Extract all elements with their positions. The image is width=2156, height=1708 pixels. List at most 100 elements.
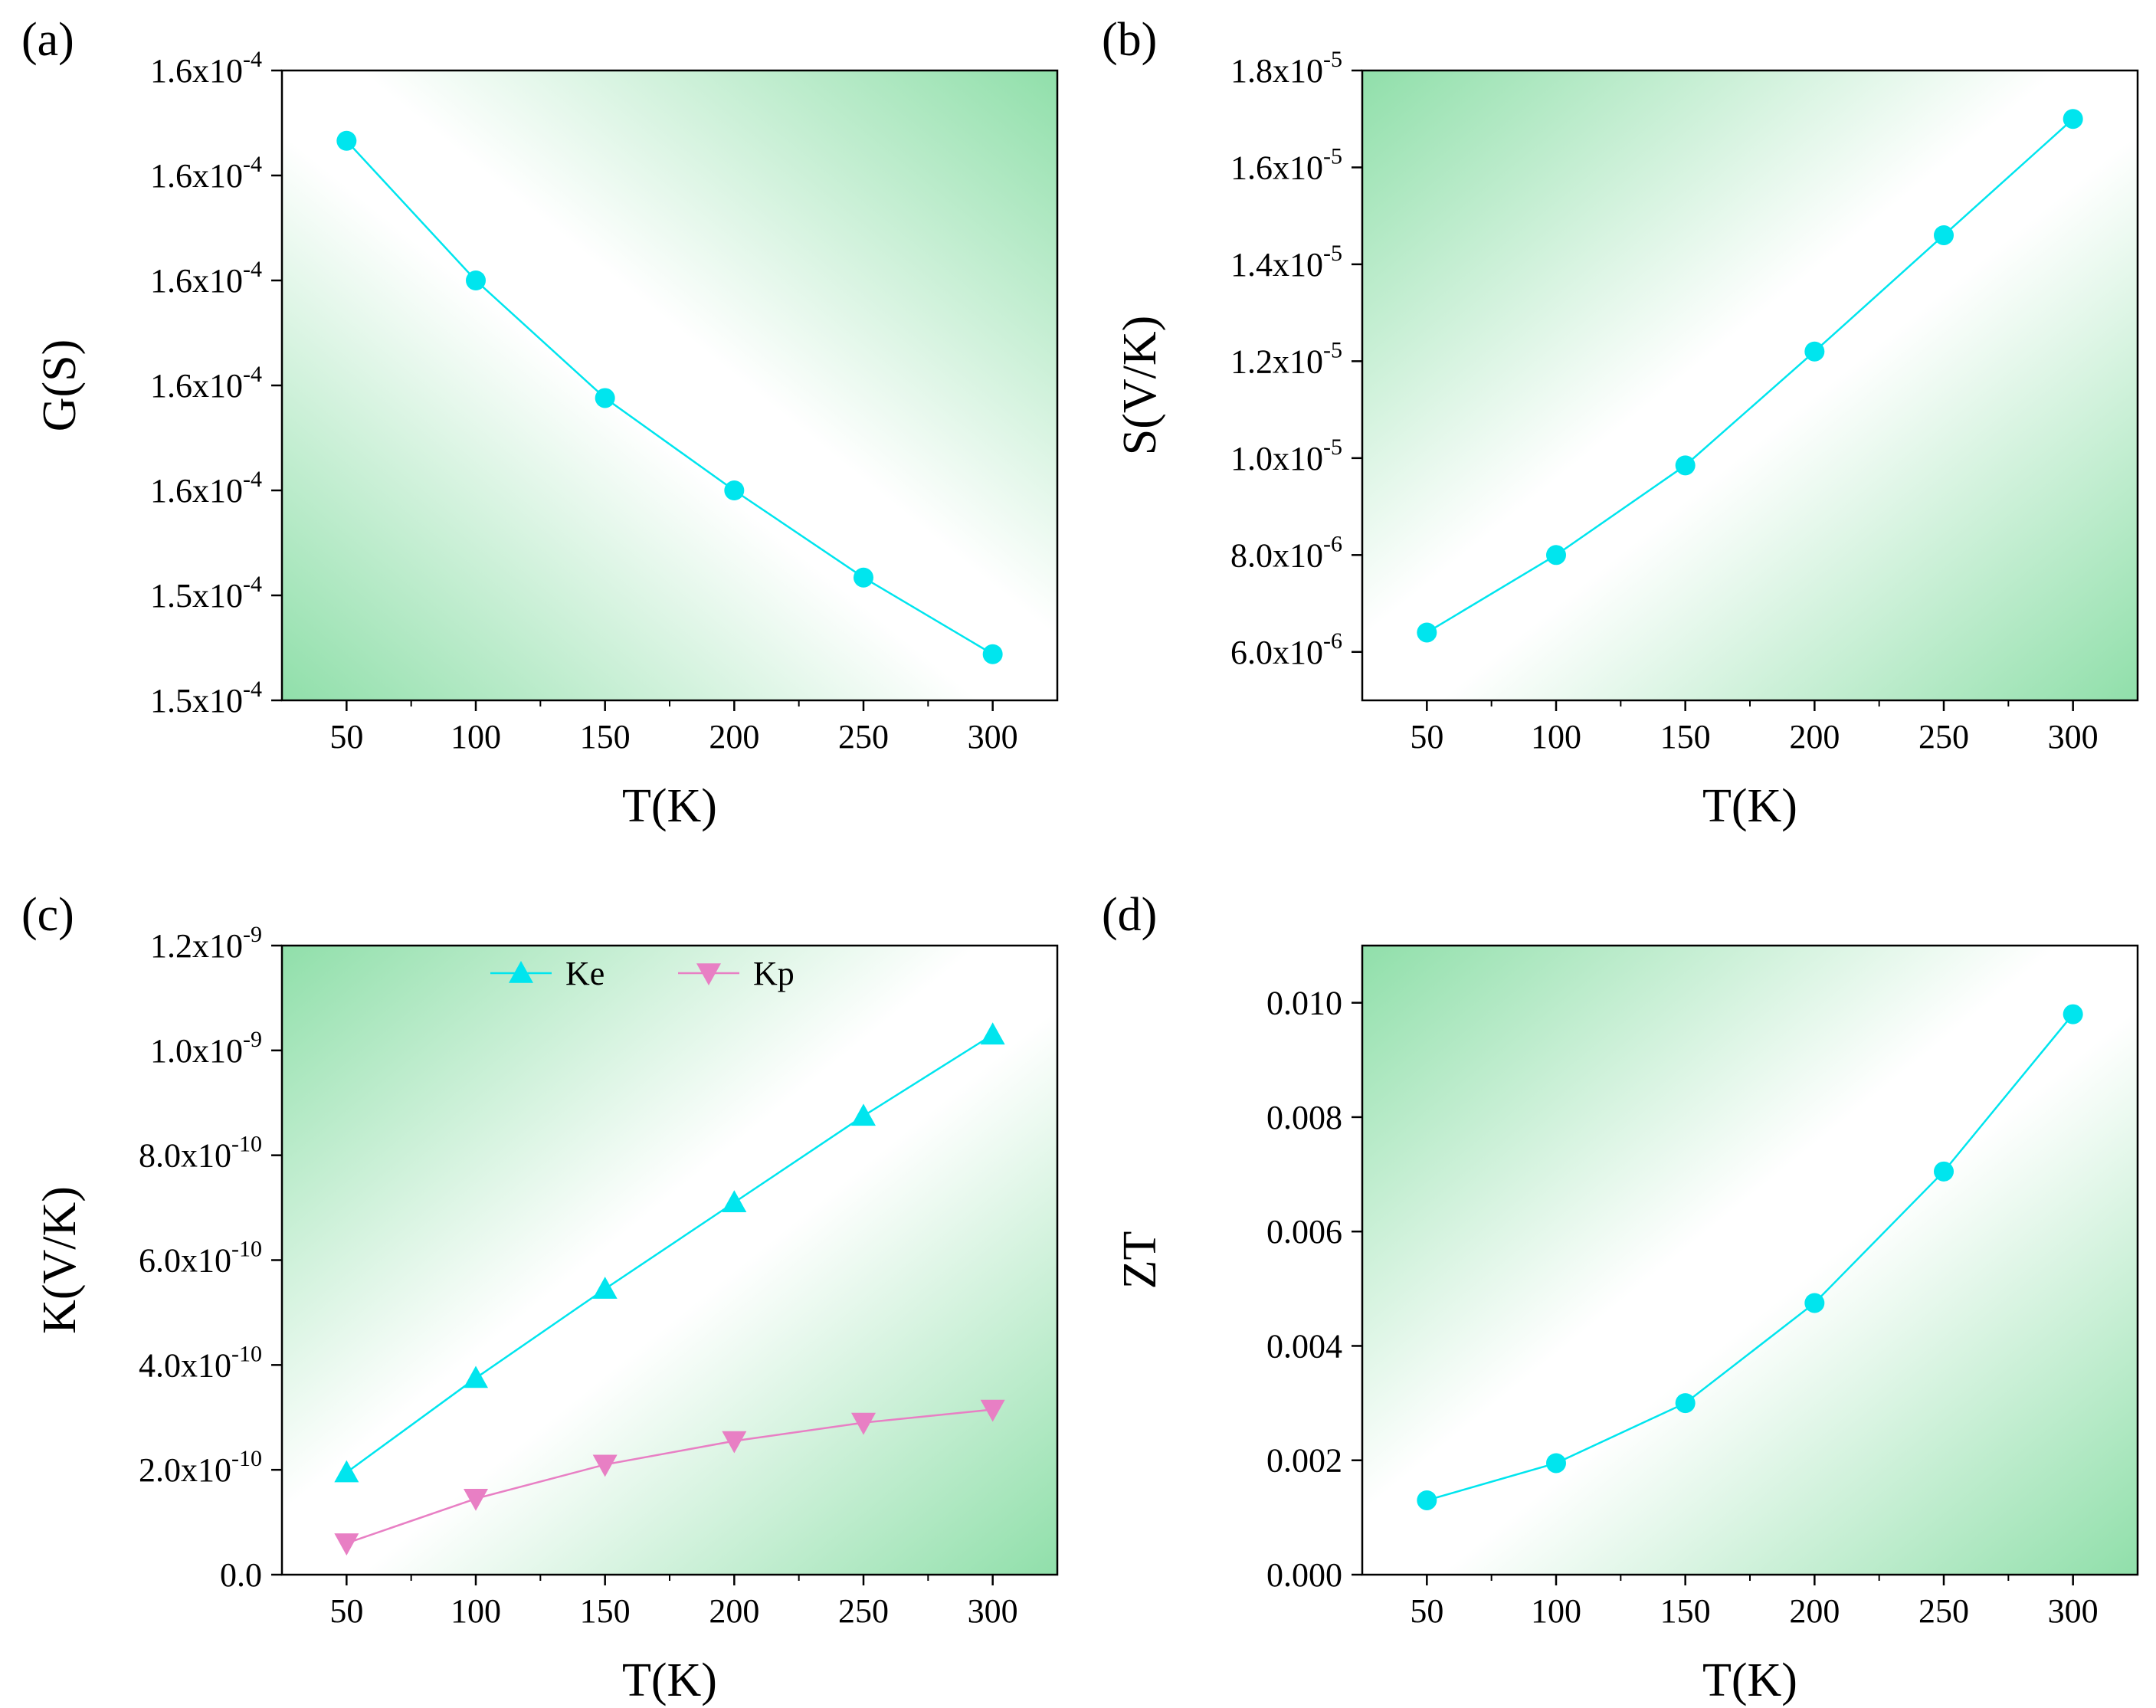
plot-background	[282, 946, 1057, 1575]
panel-label: (b)	[1102, 14, 1157, 66]
y-tick-mantissa: 1.6x10	[150, 157, 243, 195]
y-tick-exponent: -4	[243, 572, 262, 597]
y-tick-label: 0.002	[1266, 1442, 1342, 1480]
y-tick-mantissa: 1.8x10	[1230, 52, 1323, 90]
x-tick-label: 50	[1410, 1592, 1443, 1630]
y-tick-mantissa: 0.006	[1266, 1213, 1342, 1251]
y-tick-mantissa: 1.5x10	[150, 682, 243, 720]
y-tick-label: 0.000	[1266, 1556, 1342, 1594]
y-tick-label: 1.6x10-4	[150, 362, 262, 405]
y-tick-label: 1.6x10-4	[150, 257, 262, 300]
panel-label: (a)	[21, 14, 74, 66]
data-point-s	[1546, 545, 1566, 566]
y-tick-exponent: -4	[243, 47, 262, 72]
x-axis-title: T(K)	[622, 1654, 717, 1706]
data-point-g	[466, 270, 486, 290]
data-point-zt	[1417, 1490, 1437, 1510]
y-tick-label: 0.004	[1266, 1327, 1342, 1365]
x-tick-label: 250	[838, 718, 889, 756]
y-tick-mantissa: 1.6x10	[150, 367, 243, 405]
y-tick-mantissa: 1.2x10	[1230, 343, 1323, 380]
data-point-g	[982, 644, 1003, 664]
chart-panel-a: (a)50 100 150 200 250 3001.5x10-41.5x10-41.6x…	[21, 14, 1059, 832]
y-tick-exponent: -5	[1323, 434, 1342, 460]
y-tick-label: 1.6x10-4	[150, 152, 262, 195]
data-point-s	[1804, 341, 1825, 362]
x-tick-label: 100	[451, 1592, 501, 1630]
y-tick-exponent: -4	[243, 257, 262, 282]
y-tick-label: 1.8x10-5	[1230, 47, 1342, 90]
y-tick-label: 6.0x10-10	[139, 1237, 262, 1280]
x-tick-label: 250	[1918, 718, 1969, 756]
y-tick-exponent: -5	[1323, 47, 1342, 72]
y-tick-mantissa: 1.6x10	[150, 52, 243, 90]
chart-panel-c: (c)50 100 150 200 250 3000.02.0x10-104.0x10-1…	[21, 889, 1059, 1706]
y-axis-title: S(V/K)	[1114, 316, 1166, 456]
plot-frame	[280, 69, 1059, 702]
y-tick-mantissa: 6.0x10	[1230, 634, 1323, 671]
data-point-g	[724, 480, 745, 500]
y-tick-mantissa: 0.000	[1266, 1556, 1342, 1594]
data-point-kp	[592, 1454, 618, 1477]
plot-background	[282, 70, 1057, 700]
legend-marker	[509, 961, 533, 983]
plot-frame	[1361, 69, 2139, 702]
y-axis-title: ZT	[1114, 1231, 1166, 1290]
y-tick-label: 0.006	[1266, 1213, 1342, 1251]
y-tick-mantissa: 1.6x10	[1230, 149, 1323, 186]
y-tick-label: 1.0x10-5	[1230, 434, 1342, 477]
x-tick-label: 300	[968, 1592, 1018, 1630]
data-point-s	[1934, 225, 1954, 245]
y-tick-label: 6.0x10-6	[1230, 628, 1342, 671]
y-tick-mantissa: 0.010	[1266, 985, 1342, 1022]
y-tick-mantissa: 1.6x10	[150, 472, 243, 510]
y-tick-mantissa: 0.008	[1266, 1099, 1342, 1136]
data-point-ke	[334, 1460, 359, 1483]
y-tick-mantissa: 1.0x10	[1230, 440, 1323, 477]
data-point-zt	[1934, 1161, 1954, 1182]
y-tick-exponent: -5	[1323, 337, 1342, 362]
y-tick-exponent: -10	[231, 1237, 262, 1262]
y-tick-exponent: -6	[1323, 531, 1342, 556]
data-point-kp	[334, 1533, 359, 1556]
data-point-kp	[980, 1399, 1005, 1422]
y-axis-title: K(V/K)	[34, 1186, 86, 1334]
y-tick-label: 1.4x10-5	[1230, 241, 1342, 284]
y-tick-label: 1.2x10-9	[150, 922, 262, 965]
data-point-g	[595, 388, 615, 408]
data-point-ke	[851, 1103, 876, 1126]
series-line-ke	[346, 1034, 994, 1474]
x-tick-label: 150	[580, 718, 631, 756]
y-tick-mantissa: 1.0x10	[150, 1032, 243, 1070]
data-point-ke	[464, 1365, 488, 1388]
y-tick-mantissa: 0.002	[1266, 1442, 1342, 1480]
y-tick-label: 4.0x10-10	[139, 1341, 262, 1384]
plot-background	[1362, 70, 2138, 700]
data-point-zt	[1546, 1453, 1566, 1474]
y-tick-exponent: -4	[243, 152, 262, 177]
data-point-ke	[980, 1022, 1005, 1045]
x-tick-label: 300	[2048, 718, 2099, 756]
y-tick-label: 0.008	[1266, 1099, 1342, 1136]
y-tick-label: 1.0x10-9	[150, 1027, 262, 1070]
data-point-kp	[464, 1488, 488, 1511]
x-tick-label: 100	[451, 718, 501, 756]
y-tick-label: 1.6x10-5	[1230, 143, 1342, 186]
x-tick-label: 150	[580, 1592, 631, 1630]
y-tick-mantissa: 1.2x10	[150, 927, 243, 965]
data-point-s	[1675, 455, 1696, 476]
y-tick-label: 8.0x10-6	[1230, 531, 1342, 574]
legend-marker	[696, 963, 721, 985]
y-tick-label: 1.6x10-4	[150, 47, 262, 90]
data-point-kp	[722, 1431, 747, 1454]
legend: Ke Kp	[490, 955, 795, 992]
y-tick-label: 1.5x10-4	[150, 572, 262, 615]
x-tick-label: 250	[1918, 1592, 1969, 1630]
x-tick-label: 250	[838, 1592, 889, 1630]
x-axis-title: T(K)	[622, 780, 717, 832]
y-tick-exponent: -10	[231, 1132, 262, 1157]
y-tick-mantissa: 0.0	[220, 1556, 262, 1594]
y-tick-mantissa: 8.0x10	[1230, 536, 1323, 574]
y-tick-exponent: -6	[1323, 628, 1342, 654]
